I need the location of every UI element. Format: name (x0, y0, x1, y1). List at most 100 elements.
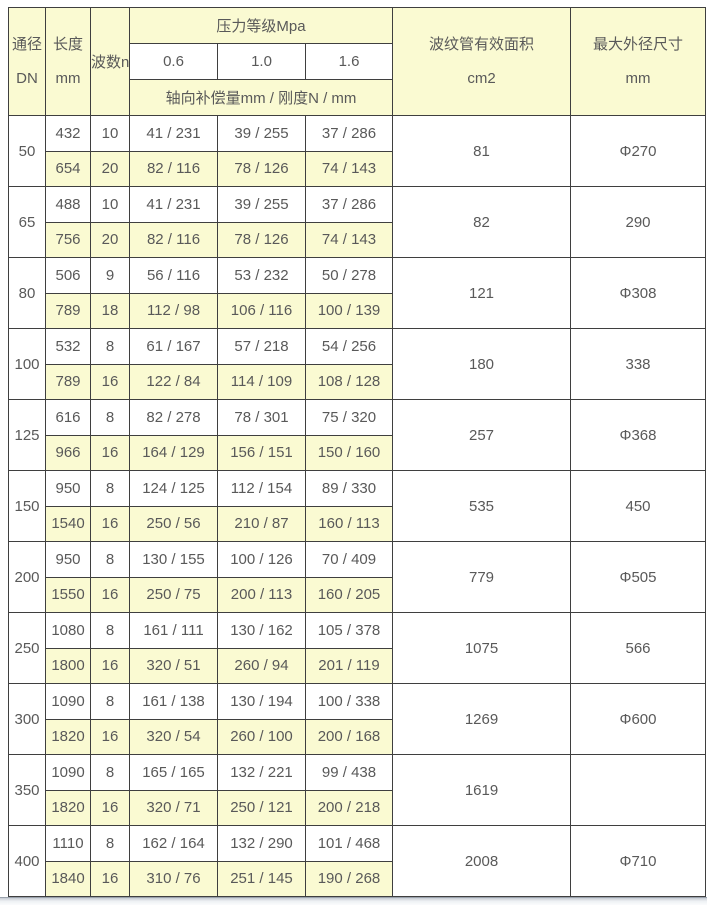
cell-comp-06: 56 / 116 (129, 257, 218, 294)
cell-dn: 80 (8, 257, 46, 329)
cell-comp-06: 161 / 111 (129, 612, 218, 649)
cell-comp-10: 106 / 116 (217, 292, 306, 329)
cell-waves: 16 (90, 505, 130, 542)
cell-max-od: Φ308 (570, 257, 706, 329)
table-row: 250 1080 8 161 / 111 130 / 162 105 / 378 1075 5… (8, 612, 706, 684)
cell-area: 1075 (392, 612, 571, 684)
cell-length: 1840 (45, 860, 91, 897)
table-row: 125 616 8 82 / 278 78 / 301 75 / 320 257 Φ368 (8, 399, 706, 471)
cell-length: 789 (45, 292, 91, 329)
cell-comp-06: 82 / 116 (129, 221, 218, 258)
cell-max-od: 566 (570, 612, 706, 684)
header-waves: 波数n (90, 7, 130, 116)
header-maxod-line2: mm (625, 69, 651, 87)
cell-comp-16: 190 / 268 (305, 860, 393, 897)
cell-length: 616 (45, 399, 91, 436)
header-area-line1: 波纹管有效面积 (428, 35, 534, 53)
cell-area: 121 (392, 257, 571, 329)
horizontal-scrollbar[interactable] (0, 897, 707, 905)
header-area: 波纹管有效面积 cm2 (392, 7, 571, 116)
cell-comp-16: 74 / 143 (305, 150, 393, 187)
cell-area: 1619 (392, 754, 571, 826)
cell-waves: 8 (90, 825, 130, 862)
cell-area: 779 (392, 541, 571, 613)
cell-comp-06: 82 / 278 (129, 399, 218, 436)
cell-comp-16: 200 / 168 (305, 718, 393, 755)
cell-area: 2008 (392, 825, 571, 897)
cell-waves: 16 (90, 576, 130, 613)
cell-comp-16: 201 / 119 (305, 647, 393, 684)
cell-length: 1110 (45, 825, 91, 862)
cell-comp-06: 130 / 155 (129, 541, 218, 578)
cell-length: 654 (45, 150, 91, 187)
cell-waves: 16 (90, 647, 130, 684)
header-dn-line1: 通径 (11, 35, 42, 53)
cell-length: 488 (45, 186, 91, 223)
cell-waves: 8 (90, 328, 130, 365)
cell-comp-16: 105 / 378 (305, 612, 393, 649)
cell-comp-06: 320 / 51 (129, 647, 218, 684)
table-row: 300 1090 8 161 / 138 130 / 194 100 / 338 1269 Φ… (8, 683, 706, 755)
cell-max-od: Φ270 (570, 115, 706, 187)
cell-waves: 20 (90, 221, 130, 258)
cell-comp-06: 61 / 167 (129, 328, 218, 365)
cell-dn: 350 (8, 754, 46, 826)
cell-comp-16: 100 / 338 (305, 683, 393, 720)
cell-comp-06: 310 / 76 (129, 860, 218, 897)
table-row: 1800 16 320 / 51 260 / 94 201 / 119 (9, 647, 706, 684)
cell-dn: 400 (8, 825, 46, 897)
cell-length: 1540 (45, 505, 91, 542)
cell-area: 257 (392, 399, 571, 471)
cell-comp-16: 54 / 256 (305, 328, 393, 365)
cell-comp-16: 70 / 409 (305, 541, 393, 578)
cell-length: 1820 (45, 789, 91, 826)
cell-comp-10: 132 / 221 (217, 754, 306, 791)
cell-length: 966 (45, 434, 91, 471)
cell-length: 1800 (45, 647, 91, 684)
cell-comp-16: 99 / 438 (305, 754, 393, 791)
cell-comp-16: 160 / 205 (305, 576, 393, 613)
cell-comp-10: 39 / 255 (217, 115, 306, 152)
cell-comp-16: 89 / 330 (305, 470, 393, 507)
header-length-line2: mm (55, 69, 81, 87)
cell-waves: 8 (90, 754, 130, 791)
cell-comp-10: 130 / 162 (217, 612, 306, 649)
table-row: 350 1090 8 165 / 165 132 / 221 99 / 438 1619 (8, 754, 706, 826)
cell-comp-06: 162 / 164 (129, 825, 218, 862)
cell-comp-06: 250 / 75 (129, 576, 218, 613)
cell-comp-06: 320 / 54 (129, 718, 218, 755)
table-row: 1540 16 250 / 56 210 / 87 160 / 113 (9, 505, 706, 542)
cell-comp-16: 200 / 218 (305, 789, 393, 826)
table-row: 789 18 112 / 98 106 / 116 100 / 139 (9, 292, 706, 329)
header-area-line2: cm2 (467, 69, 496, 87)
cell-comp-16: 160 / 113 (305, 505, 393, 542)
cell-comp-10: 114 / 109 (217, 363, 306, 400)
cell-comp-16: 75 / 320 (305, 399, 393, 436)
table-row: 966 16 164 / 129 156 / 151 150 / 160 (9, 434, 706, 471)
cell-comp-10: 78 / 126 (217, 221, 306, 258)
spec-table: 通径 DN 长度 mm 波数n 压力等级Mpa 波纹管有效面积 cm2 最大外径… (8, 7, 706, 897)
cell-comp-06: 41 / 231 (129, 186, 218, 223)
cell-waves: 20 (90, 150, 130, 187)
header-pressure-subtitle: 轴向补偿量mm / 刚度N / mm (129, 79, 393, 116)
cell-max-od: Φ368 (570, 399, 706, 471)
cell-max-od: 450 (570, 470, 706, 542)
cell-comp-06: 161 / 138 (129, 683, 218, 720)
cell-dn: 50 (8, 115, 46, 187)
cell-length: 1090 (45, 754, 91, 791)
cell-comp-10: 78 / 301 (217, 399, 306, 436)
cell-comp-10: 132 / 290 (217, 825, 306, 862)
table-row: 150 950 8 124 / 125 112 / 154 89 / 330 535 450 (8, 470, 706, 542)
cell-length: 532 (45, 328, 91, 365)
cell-max-od: Φ710 (570, 825, 706, 897)
table-row: 200 950 8 130 / 155 100 / 126 70 / 409 779 Φ505 (8, 541, 706, 613)
cell-length: 1550 (45, 576, 91, 613)
table-row: 80 506 9 56 / 116 53 / 232 50 / 278 121 Φ308 (8, 257, 706, 329)
cell-comp-10: 200 / 113 (217, 576, 306, 613)
cell-area: 535 (392, 470, 571, 542)
header-pressure-10: 1.0 (217, 43, 306, 80)
cell-waves: 18 (90, 292, 130, 329)
cell-comp-06: 41 / 231 (129, 115, 218, 152)
header-maxod-line1: 最大外径尺寸 (592, 35, 683, 53)
cell-comp-10: 112 / 154 (217, 470, 306, 507)
